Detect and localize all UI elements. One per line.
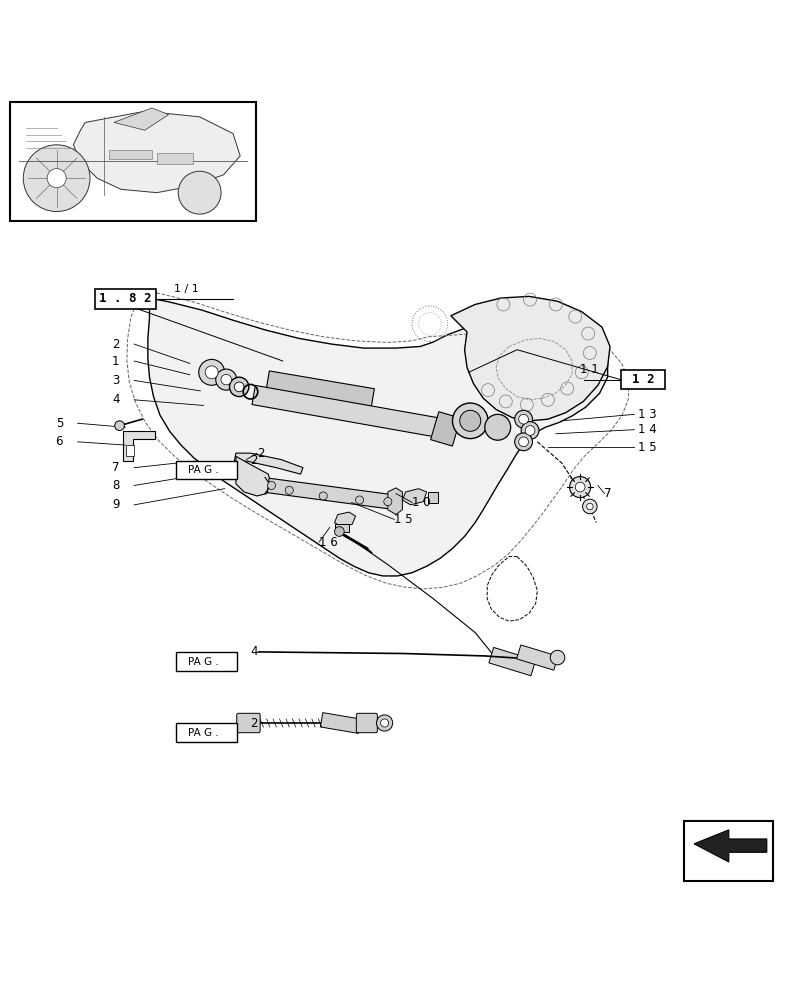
- Circle shape: [381, 719, 389, 727]
- Bar: [157, 153, 192, 164]
- Polygon shape: [516, 645, 558, 670]
- Circle shape: [550, 650, 565, 665]
- Polygon shape: [402, 489, 427, 505]
- Bar: [126, 445, 134, 456]
- Text: 1 5: 1 5: [394, 513, 413, 526]
- Polygon shape: [148, 298, 608, 576]
- Text: PA G .: PA G .: [188, 465, 219, 475]
- Polygon shape: [252, 385, 438, 437]
- Text: PA G .: PA G .: [188, 728, 219, 738]
- Polygon shape: [74, 111, 240, 193]
- Text: 1 2: 1 2: [632, 373, 654, 386]
- Polygon shape: [264, 371, 374, 421]
- Polygon shape: [123, 431, 155, 461]
- Circle shape: [377, 715, 393, 731]
- Circle shape: [583, 499, 597, 514]
- Circle shape: [179, 171, 221, 214]
- Bar: [176, 461, 237, 479]
- Circle shape: [515, 433, 532, 451]
- Polygon shape: [234, 453, 303, 474]
- Text: 2: 2: [112, 338, 120, 351]
- Circle shape: [229, 377, 249, 397]
- Text: 5: 5: [56, 417, 63, 430]
- Circle shape: [115, 421, 124, 431]
- Circle shape: [521, 422, 539, 439]
- Circle shape: [23, 145, 90, 212]
- Text: 8: 8: [112, 479, 120, 492]
- Bar: [95, 289, 156, 309]
- Ellipse shape: [306, 392, 372, 420]
- Polygon shape: [320, 713, 361, 733]
- Circle shape: [452, 403, 488, 439]
- Circle shape: [267, 481, 276, 489]
- Polygon shape: [236, 456, 271, 496]
- Bar: [176, 652, 237, 671]
- FancyBboxPatch shape: [335, 524, 349, 532]
- Text: 7: 7: [604, 487, 612, 500]
- Text: 4: 4: [112, 393, 120, 406]
- Text: 2: 2: [250, 454, 258, 467]
- Polygon shape: [451, 296, 610, 421]
- Text: 1 . 8 2: 1 . 8 2: [99, 292, 152, 305]
- Text: 1: 1: [112, 355, 120, 368]
- Circle shape: [199, 359, 225, 385]
- Bar: [684, 821, 773, 881]
- Text: 2: 2: [250, 717, 258, 730]
- Polygon shape: [267, 478, 390, 509]
- Text: 1 5: 1 5: [638, 441, 657, 454]
- Bar: [176, 723, 237, 742]
- Polygon shape: [489, 647, 536, 676]
- Text: 1 / 1: 1 / 1: [174, 284, 199, 294]
- Text: 1 4: 1 4: [638, 423, 657, 436]
- Circle shape: [525, 426, 535, 435]
- Text: 2: 2: [257, 447, 264, 460]
- Text: 3: 3: [112, 374, 120, 387]
- Text: PA G .: PA G .: [188, 657, 219, 667]
- Text: 1 6: 1 6: [319, 536, 338, 549]
- Text: 6: 6: [56, 435, 63, 448]
- Text: 1 0: 1 0: [412, 496, 431, 509]
- Ellipse shape: [296, 388, 351, 410]
- Polygon shape: [114, 108, 169, 130]
- Polygon shape: [388, 488, 402, 515]
- Circle shape: [205, 366, 218, 379]
- Circle shape: [234, 382, 244, 392]
- FancyBboxPatch shape: [237, 713, 260, 733]
- Text: 7: 7: [112, 461, 120, 474]
- FancyBboxPatch shape: [356, 713, 377, 733]
- Text: 1 1: 1 1: [580, 363, 599, 376]
- Circle shape: [47, 169, 66, 188]
- Circle shape: [285, 486, 293, 494]
- Circle shape: [570, 477, 591, 498]
- Circle shape: [519, 437, 528, 447]
- Text: 1 3: 1 3: [638, 408, 657, 421]
- Bar: [10, 102, 256, 221]
- Text: 4: 4: [250, 645, 258, 658]
- Circle shape: [335, 527, 344, 536]
- Circle shape: [216, 369, 237, 390]
- Text: 9: 9: [112, 498, 120, 511]
- Bar: [621, 370, 665, 389]
- Circle shape: [515, 410, 532, 428]
- Circle shape: [587, 503, 593, 510]
- Circle shape: [460, 410, 481, 431]
- Circle shape: [221, 374, 232, 385]
- Circle shape: [319, 492, 327, 500]
- FancyBboxPatch shape: [428, 492, 438, 503]
- Polygon shape: [431, 412, 461, 446]
- Circle shape: [519, 414, 528, 424]
- Circle shape: [384, 498, 392, 506]
- Bar: [109, 150, 152, 159]
- Circle shape: [356, 496, 364, 504]
- Circle shape: [575, 482, 585, 492]
- Polygon shape: [694, 830, 767, 862]
- Circle shape: [485, 414, 511, 440]
- Polygon shape: [335, 512, 356, 527]
